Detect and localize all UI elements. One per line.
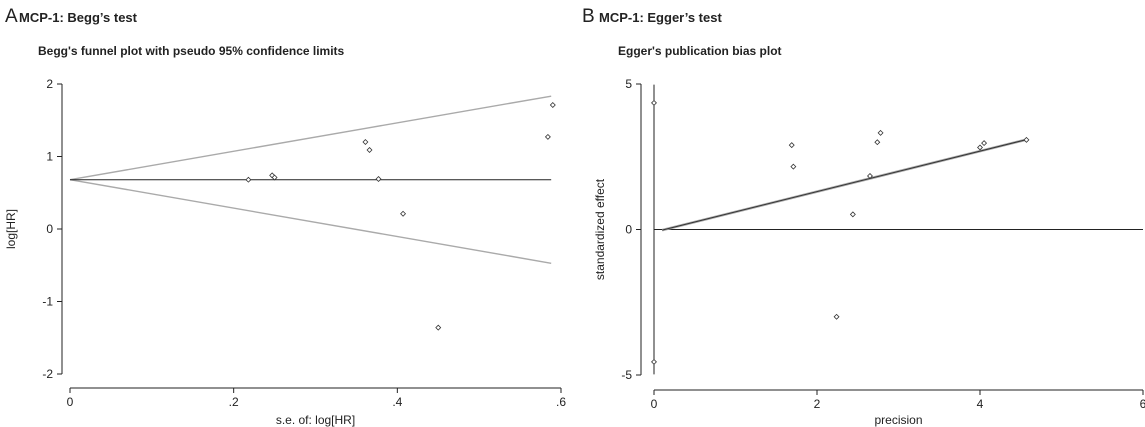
data-point — [549, 102, 556, 108]
y-axis-label: log[HR] — [4, 209, 18, 249]
data-point — [271, 174, 278, 181]
x-tick-label: 4 — [977, 397, 984, 411]
y-tick-label: -2 — [42, 367, 53, 381]
egger-plot: -5 0 5 0 2 4 6 precision standardized effect — [593, 77, 1145, 427]
y-tick-label: 0 — [46, 222, 53, 236]
x-tick-label: 0 — [67, 395, 74, 409]
y-tick-label: -5 — [621, 368, 632, 382]
regression-line — [662, 139, 1027, 231]
y-tick-label: 0 — [625, 223, 632, 237]
x-tick-label: .6 — [556, 395, 566, 409]
y-tick-label: 5 — [625, 77, 632, 91]
x-tick-label: 2 — [814, 397, 821, 411]
data-point — [435, 324, 442, 331]
data-point — [788, 142, 795, 149]
x-axis-label: precision — [874, 413, 922, 427]
y-tick-label: 1 — [46, 150, 53, 164]
panel-egger: B MCP-1: Egger’s test Egger's publicatio… — [580, 0, 1145, 427]
data-point — [977, 144, 983, 151]
data-point — [375, 176, 382, 182]
data-point — [874, 139, 881, 146]
plot-title: Begg's funnel plot with pseudo 95% confi… — [38, 44, 345, 58]
plot-title: Egger's publication bias plot — [618, 44, 782, 58]
upper-confidence-limit — [69, 95, 552, 181]
panel-letter: B — [582, 6, 595, 27]
data-point — [849, 211, 856, 218]
panel-begg: A MCP-1: Begg’s test Begg's funnel plot … — [0, 0, 572, 427]
data-point — [790, 163, 797, 170]
panel-letter: A — [5, 6, 18, 27]
x-tick-label: .4 — [392, 395, 402, 409]
data-point — [651, 358, 657, 365]
data-point — [981, 140, 988, 147]
x-tick-label: 6 — [1140, 397, 1145, 411]
x-axis-label: s.e. of: log[HR] — [276, 413, 355, 427]
panel-title: MCP-1: Begg’s test — [19, 10, 137, 25]
lower-confidence-limit — [69, 179, 552, 264]
data-point — [245, 176, 252, 183]
y-tick-label: -1 — [42, 295, 53, 309]
data-point — [651, 99, 657, 106]
data-point — [544, 133, 551, 140]
x-tick-label: 0 — [651, 397, 658, 411]
y-tick-label: 2 — [46, 77, 53, 91]
data-point — [833, 313, 840, 320]
y-axis-label: standardized effect — [593, 178, 607, 280]
x-tick-label: .2 — [229, 395, 239, 409]
panel-title: MCP-1: Egger’s test — [599, 10, 722, 25]
data-point — [366, 147, 373, 153]
data-point — [400, 210, 407, 217]
data-point — [1023, 136, 1030, 143]
data-point — [877, 129, 884, 136]
data-point — [362, 139, 369, 145]
funnel-plot: -2 -1 0 1 2 0 .2 .4 .6 s.e. of: log[HR] log[HR] — [4, 77, 566, 427]
data-point — [867, 172, 873, 179]
